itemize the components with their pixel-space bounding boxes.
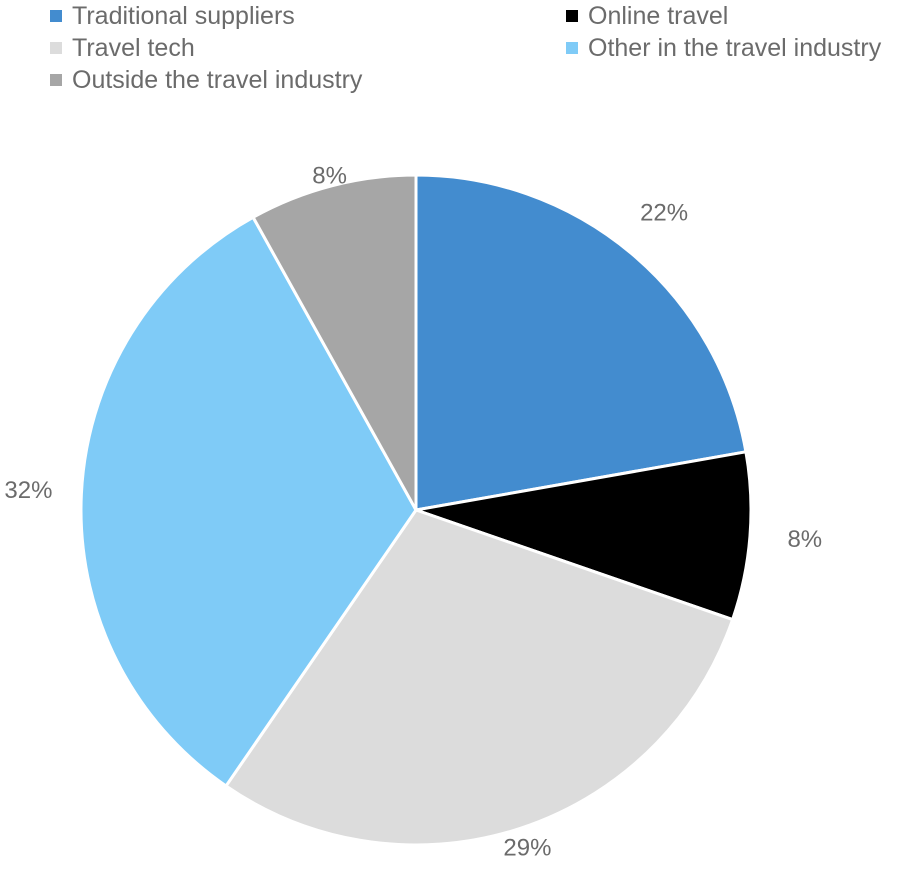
data-label-other-in-the-travel-industry: 32% (4, 477, 52, 504)
legend-item-travel-tech: Travel tech (50, 32, 195, 64)
pie-slice-online-travel (414, 450, 753, 622)
legend-swatch-traditional-suppliers (50, 10, 62, 22)
pie-slice-travel-tech (224, 508, 735, 847)
legend-label-outside-travel-industry: Outside the travel industry (72, 65, 363, 94)
legend-label-traditional-suppliers: Traditional suppliers (72, 1, 295, 30)
legend-label-online-travel: Online travel (588, 1, 729, 30)
legend-swatch-travel-tech (50, 42, 62, 54)
legend-item-online-travel: Online travel (566, 0, 728, 32)
legend-item-other-in-travel-industry: Other in the travel industry (566, 32, 881, 64)
pie-slice-outside-the-travel-industry (251, 173, 418, 512)
data-label-online-travel: 8% (787, 526, 822, 553)
pie-slice-other-in-the-travel-industry (79, 215, 418, 788)
pie-slices (79, 173, 753, 847)
pie-slice-labels: 22% 8% 29% 32% 8% (4, 162, 822, 861)
legend-swatch-online-travel (566, 10, 578, 22)
data-label-travel-tech: 29% (503, 835, 551, 862)
legend-label-other-in-travel-industry: Other in the travel industry (588, 33, 882, 62)
legend-swatch-other-in-travel-industry (566, 42, 578, 54)
data-label-outside-the-travel-industry: 8% (312, 162, 347, 189)
legend-item-outside-travel-industry: Outside the travel industry (50, 64, 362, 96)
legend-item-traditional-suppliers: Traditional suppliers (50, 0, 295, 32)
legend-label-travel-tech: Travel tech (72, 33, 195, 62)
pie-slice-traditional-suppliers (414, 173, 748, 512)
legend: Traditional suppliers Online travel Trav… (0, 0, 902, 100)
data-label-traditional-suppliers: 22% (640, 200, 688, 227)
legend-swatch-outside-travel-industry (50, 74, 62, 86)
